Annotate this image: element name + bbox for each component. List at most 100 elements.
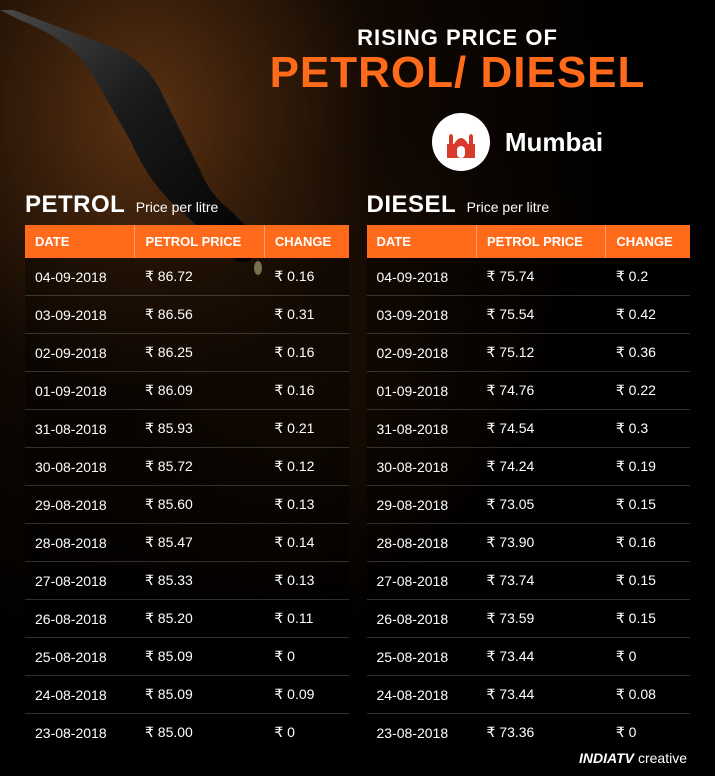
cell-price: ₹ 85.47 <box>135 524 264 562</box>
table-row: 27-08-2018₹ 73.74₹ 0.15 <box>367 562 691 600</box>
cell-change: ₹ 0.31 <box>264 296 348 334</box>
petrol-col-price: PETROL PRICE <box>135 225 264 258</box>
cell-price: ₹ 74.24 <box>476 448 605 486</box>
cell-date: 26-08-2018 <box>367 600 477 638</box>
cell-price: ₹ 85.00 <box>135 714 264 752</box>
cell-date: 24-08-2018 <box>25 676 135 714</box>
table-row: 25-08-2018₹ 73.44₹ 0 <box>367 638 691 676</box>
table-row: 28-08-2018₹ 73.90₹ 0.16 <box>367 524 691 562</box>
cell-date: 31-08-2018 <box>367 410 477 448</box>
diesel-unit: Price per litre <box>467 199 549 215</box>
city-icon <box>432 113 490 171</box>
cell-change: ₹ 0.42 <box>606 296 690 334</box>
petrol-label: PETROL <box>25 191 125 218</box>
footer-credit: INDIATVcreative <box>579 750 687 766</box>
cell-date: 29-08-2018 <box>25 486 135 524</box>
cell-price: ₹ 85.20 <box>135 600 264 638</box>
table-row: 26-08-2018₹ 85.20₹ 0.11 <box>25 600 349 638</box>
table-row: 31-08-2018₹ 74.54₹ 0.3 <box>367 410 691 448</box>
city-row: Mumbai <box>200 113 715 171</box>
diesel-label: DIESEL <box>367 191 457 218</box>
cell-change: ₹ 0.13 <box>264 486 348 524</box>
cell-change: ₹ 0.08 <box>606 676 690 714</box>
cell-date: 28-08-2018 <box>25 524 135 562</box>
table-row: 03-09-2018₹ 75.54₹ 0.42 <box>367 296 691 334</box>
cell-price: ₹ 75.74 <box>476 258 605 296</box>
cell-date: 02-09-2018 <box>367 334 477 372</box>
table-row: 01-09-2018₹ 86.09₹ 0.16 <box>25 372 349 410</box>
petrol-table: DATE PETROL PRICE CHANGE 04-09-2018₹ 86.… <box>25 225 349 751</box>
cell-price: ₹ 85.09 <box>135 676 264 714</box>
cell-change: ₹ 0.3 <box>606 410 690 448</box>
cell-change: ₹ 0.15 <box>606 600 690 638</box>
cell-change: ₹ 0.19 <box>606 448 690 486</box>
table-row: 27-08-2018₹ 85.33₹ 0.13 <box>25 562 349 600</box>
cell-change: ₹ 0 <box>606 638 690 676</box>
cell-change: ₹ 0.15 <box>606 486 690 524</box>
cell-date: 01-09-2018 <box>367 372 477 410</box>
cell-price: ₹ 85.93 <box>135 410 264 448</box>
cell-date: 26-08-2018 <box>25 600 135 638</box>
table-row: 01-09-2018₹ 74.76₹ 0.22 <box>367 372 691 410</box>
city-name: Mumbai <box>505 127 603 158</box>
cell-date: 25-08-2018 <box>25 638 135 676</box>
table-row: 29-08-2018₹ 73.05₹ 0.15 <box>367 486 691 524</box>
header: RISING PRICE OF PETROL/ DIESEL Mumbai <box>0 0 715 171</box>
cell-change: ₹ 0.15 <box>606 562 690 600</box>
cell-price: ₹ 75.12 <box>476 334 605 372</box>
cell-date: 28-08-2018 <box>367 524 477 562</box>
table-row: 03-09-2018₹ 86.56₹ 0.31 <box>25 296 349 334</box>
cell-price: ₹ 73.44 <box>476 676 605 714</box>
table-row: 31-08-2018₹ 85.93₹ 0.21 <box>25 410 349 448</box>
cell-change: ₹ 0.11 <box>264 600 348 638</box>
petrol-panel: PETROL Price per litre DATE PETROL PRICE… <box>25 191 349 751</box>
cell-price: ₹ 73.74 <box>476 562 605 600</box>
petrol-unit: Price per litre <box>136 199 218 215</box>
cell-price: ₹ 85.60 <box>135 486 264 524</box>
table-row: 25-08-2018₹ 85.09₹ 0 <box>25 638 349 676</box>
cell-price: ₹ 85.72 <box>135 448 264 486</box>
petrol-col-date: DATE <box>25 225 135 258</box>
table-row: 04-09-2018₹ 86.72₹ 0.16 <box>25 258 349 296</box>
footer-brand2: creative <box>638 750 687 766</box>
table-row: 24-08-2018₹ 73.44₹ 0.08 <box>367 676 691 714</box>
petrol-header-row: DATE PETROL PRICE CHANGE <box>25 225 349 258</box>
cell-price: ₹ 86.25 <box>135 334 264 372</box>
footer-brand1: INDIATV <box>579 750 634 766</box>
tables-container: PETROL Price per litre DATE PETROL PRICE… <box>0 171 715 751</box>
cell-price: ₹ 73.59 <box>476 600 605 638</box>
cell-date: 30-08-2018 <box>367 448 477 486</box>
petrol-title: PETROL Price per litre <box>25 191 349 219</box>
cell-change: ₹ 0.22 <box>606 372 690 410</box>
cell-price: ₹ 73.90 <box>476 524 605 562</box>
cell-change: ₹ 0.12 <box>264 448 348 486</box>
cell-date: 23-08-2018 <box>367 714 477 752</box>
cell-price: ₹ 74.76 <box>476 372 605 410</box>
cell-change: ₹ 0.21 <box>264 410 348 448</box>
cell-change: ₹ 0.16 <box>264 258 348 296</box>
table-row: 02-09-2018₹ 86.25₹ 0.16 <box>25 334 349 372</box>
cell-date: 04-09-2018 <box>367 258 477 296</box>
cell-price: ₹ 86.72 <box>135 258 264 296</box>
cell-price: ₹ 86.56 <box>135 296 264 334</box>
cell-price: ₹ 86.09 <box>135 372 264 410</box>
table-row: 23-08-2018₹ 85.00₹ 0 <box>25 714 349 752</box>
table-row: 30-08-2018₹ 74.24₹ 0.19 <box>367 448 691 486</box>
diesel-header-row: DATE PETROL PRICE CHANGE <box>367 225 691 258</box>
cell-change: ₹ 0.16 <box>264 334 348 372</box>
cell-date: 31-08-2018 <box>25 410 135 448</box>
table-row: 24-08-2018₹ 85.09₹ 0.09 <box>25 676 349 714</box>
diesel-table: DATE PETROL PRICE CHANGE 04-09-2018₹ 75.… <box>367 225 691 751</box>
diesel-col-change: CHANGE <box>606 225 690 258</box>
diesel-col-price: PETROL PRICE <box>476 225 605 258</box>
table-row: 29-08-2018₹ 85.60₹ 0.13 <box>25 486 349 524</box>
cell-price: ₹ 74.54 <box>476 410 605 448</box>
cell-change: ₹ 0.14 <box>264 524 348 562</box>
cell-change: ₹ 0 <box>606 714 690 752</box>
cell-price: ₹ 75.54 <box>476 296 605 334</box>
cell-date: 25-08-2018 <box>367 638 477 676</box>
cell-change: ₹ 0.13 <box>264 562 348 600</box>
cell-change: ₹ 0.09 <box>264 676 348 714</box>
cell-date: 30-08-2018 <box>25 448 135 486</box>
cell-change: ₹ 0.16 <box>606 524 690 562</box>
